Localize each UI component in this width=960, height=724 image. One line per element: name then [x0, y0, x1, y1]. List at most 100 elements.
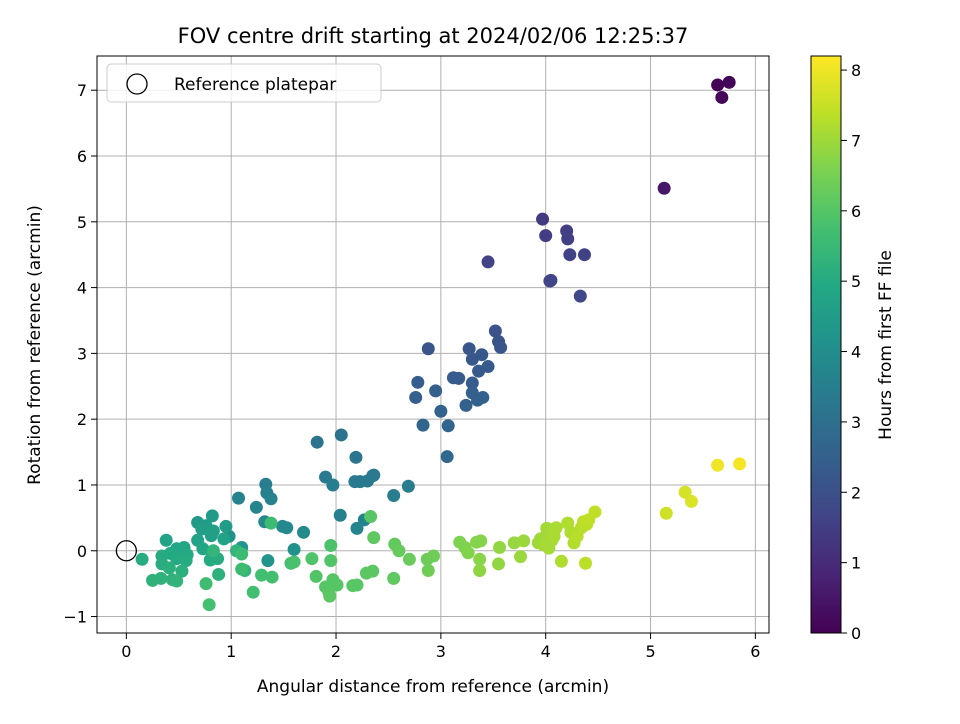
- y-tick-label: 2: [77, 410, 87, 429]
- legend-marker: [126, 73, 148, 95]
- data-point: [324, 554, 338, 568]
- data-point: [305, 552, 319, 566]
- data-point: [462, 342, 476, 356]
- data-point: [261, 554, 275, 568]
- data-point: [481, 255, 495, 269]
- data-point: [659, 506, 673, 520]
- data-points: [115, 75, 747, 612]
- data-point: [573, 289, 587, 303]
- x-axis-label: Angular distance from reference (arcmin): [257, 677, 609, 697]
- x-tick-label: 3: [436, 642, 446, 661]
- colorbar-label: Hours from first FF file: [876, 250, 896, 440]
- x-tick-label: 2: [331, 642, 341, 661]
- data-point: [334, 428, 348, 442]
- data-point: [159, 533, 173, 547]
- data-point: [333, 508, 347, 522]
- data-point: [195, 522, 209, 536]
- data-point: [326, 478, 340, 492]
- grid-lines: [97, 56, 769, 633]
- data-point: [733, 457, 747, 471]
- data-point: [549, 521, 563, 535]
- data-point: [539, 229, 553, 243]
- colorbar-tick-label: 0: [851, 624, 861, 643]
- data-point: [154, 571, 168, 585]
- data-point: [350, 578, 364, 592]
- data-point: [206, 544, 220, 558]
- data-point: [232, 491, 246, 505]
- x-tick-label: 6: [750, 642, 760, 661]
- data-point: [416, 418, 430, 432]
- colorbar-tick-label: 4: [851, 343, 861, 362]
- data-point: [235, 547, 249, 561]
- data-point: [364, 510, 378, 524]
- x-tick-label: 4: [541, 642, 551, 661]
- y-tick-label: 4: [77, 279, 87, 298]
- data-point: [657, 181, 671, 195]
- data-point: [246, 585, 260, 599]
- x-tick-label: 1: [226, 642, 236, 661]
- colorbar-tick-label: 3: [851, 413, 861, 432]
- data-point: [429, 384, 443, 398]
- data-point: [474, 534, 488, 548]
- data-point: [264, 516, 278, 530]
- data-point: [360, 474, 374, 488]
- data-point: [543, 274, 557, 288]
- data-point: [563, 248, 577, 262]
- data-point: [199, 577, 213, 591]
- data-point: [711, 78, 725, 92]
- data-point: [711, 458, 725, 472]
- y-tick-label: 0: [77, 542, 87, 561]
- data-point: [367, 531, 381, 545]
- y-tick-label: −1: [63, 608, 87, 627]
- x-axis: 0 1 2 3 4 5 6: [121, 633, 760, 661]
- data-point: [402, 552, 416, 566]
- data-point: [219, 519, 233, 533]
- data-point: [310, 435, 324, 449]
- legend-box: [106, 63, 382, 103]
- data-point: [135, 552, 149, 566]
- colorbar-tick-label: 5: [851, 272, 861, 291]
- data-point: [287, 555, 301, 569]
- data-point: [427, 549, 441, 563]
- data-point: [434, 404, 448, 418]
- data-point: [441, 419, 455, 433]
- data-point: [175, 564, 189, 578]
- data-point: [488, 324, 502, 338]
- data-point: [465, 352, 479, 366]
- data-point: [471, 393, 485, 407]
- x-tick-label: 0: [121, 642, 131, 661]
- data-point: [493, 540, 507, 554]
- data-point: [494, 340, 508, 354]
- data-point: [452, 371, 466, 385]
- data-point: [536, 212, 550, 226]
- y-tick-label: 7: [77, 81, 87, 100]
- data-point: [349, 450, 363, 464]
- data-point: [235, 562, 249, 576]
- data-point: [684, 494, 698, 508]
- data-point: [440, 450, 454, 464]
- y-tick-label: 5: [77, 213, 87, 232]
- data-point: [421, 342, 435, 356]
- data-point: [473, 552, 487, 566]
- data-point: [196, 542, 210, 556]
- colorbar-tick-label: 7: [851, 131, 861, 150]
- data-point: [678, 485, 692, 499]
- data-point: [461, 546, 475, 560]
- data-point: [387, 571, 401, 585]
- data-point: [588, 505, 602, 519]
- colorbar-ticks: 0 1 2 3 4 5 6 7 8: [841, 61, 861, 643]
- data-point: [465, 376, 479, 390]
- data-point: [202, 598, 216, 612]
- y-axis-label: Rotation from reference (arcmin): [25, 205, 45, 485]
- data-point: [561, 232, 575, 246]
- data-point: [387, 488, 401, 502]
- legend-entry-reference: Reference platepar: [174, 75, 336, 95]
- data-point: [421, 563, 435, 577]
- y-tick-label: 6: [77, 147, 87, 166]
- data-point: [280, 521, 294, 535]
- data-point: [472, 364, 486, 378]
- data-point: [579, 556, 593, 570]
- data-point: [212, 567, 226, 581]
- data-point: [350, 521, 364, 535]
